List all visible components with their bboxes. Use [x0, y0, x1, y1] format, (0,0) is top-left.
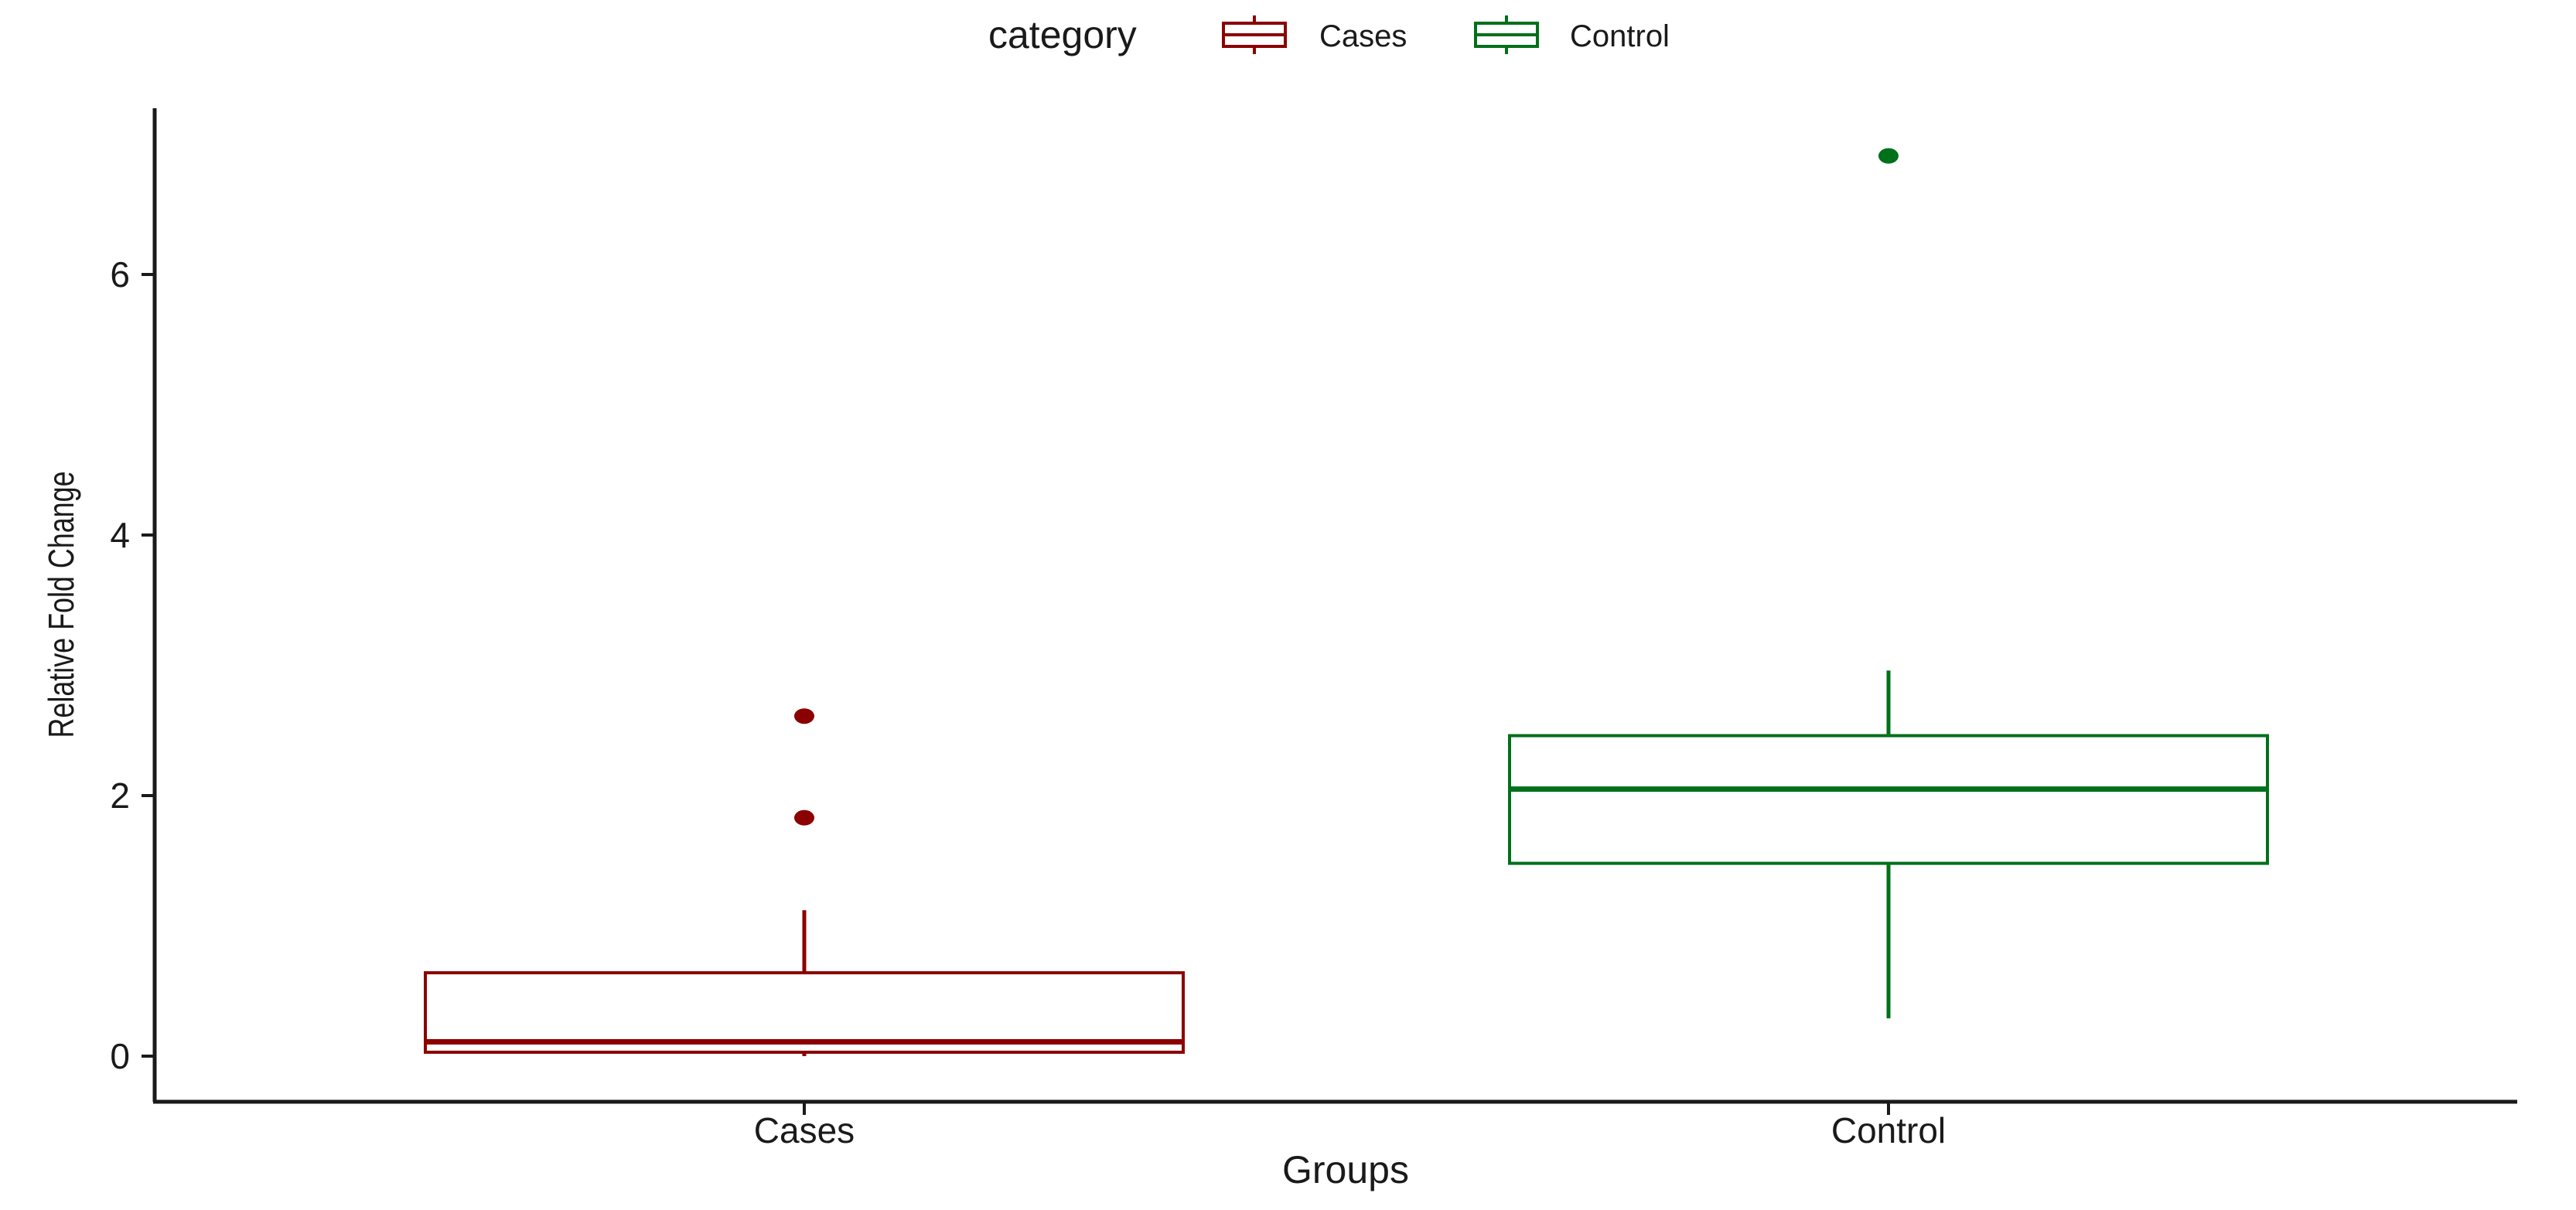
y-axis-title: Relative Fold Change: [42, 471, 81, 738]
box-control: [1508, 148, 2269, 1019]
box-rect-control: [1508, 734, 2269, 865]
x-tick-label-cases: Cases: [754, 1110, 855, 1150]
box-series: [424, 148, 2269, 1056]
y-tick-label-0: 0: [110, 1036, 130, 1076]
legend-title: category: [988, 13, 1137, 56]
legend: category Cases Control: [988, 13, 1670, 56]
box-rect-cases: [424, 971, 1185, 1054]
x-axis-title: Groups: [1282, 1148, 1409, 1191]
box-cases: [424, 708, 1185, 1056]
y-tick-label-4: 4: [110, 515, 130, 555]
legend-label-cases: Cases: [1319, 19, 1407, 53]
legend-key-cases: [1222, 15, 1287, 54]
outlier-point-cases-1: [794, 708, 814, 724]
y-tick-label-2: 2: [110, 775, 130, 816]
outlier-point-cases-0: [794, 810, 814, 826]
y-axis-ticks: 0 2 4 6: [110, 254, 155, 1076]
legend-key-control: [1474, 15, 1539, 54]
y-tick-label-6: 6: [110, 254, 130, 295]
legend-label-control: Control: [1570, 19, 1670, 53]
x-axis-ticks: Cases Control: [754, 1102, 1946, 1150]
outlier-point-control-0: [1878, 148, 1899, 164]
x-tick-label-control: Control: [1831, 1110, 1946, 1150]
